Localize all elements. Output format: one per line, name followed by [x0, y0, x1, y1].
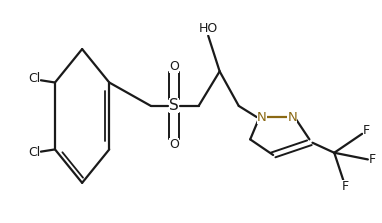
- Text: F: F: [369, 153, 376, 166]
- Text: N: N: [287, 111, 297, 124]
- Text: F: F: [363, 124, 370, 137]
- Text: Cl: Cl: [28, 146, 40, 159]
- Text: F: F: [342, 180, 349, 193]
- Text: O: O: [169, 60, 179, 73]
- Text: S: S: [169, 98, 179, 114]
- Text: N: N: [257, 111, 267, 124]
- Text: Cl: Cl: [28, 72, 40, 85]
- Text: HO: HO: [199, 23, 218, 35]
- Text: O: O: [169, 138, 179, 151]
